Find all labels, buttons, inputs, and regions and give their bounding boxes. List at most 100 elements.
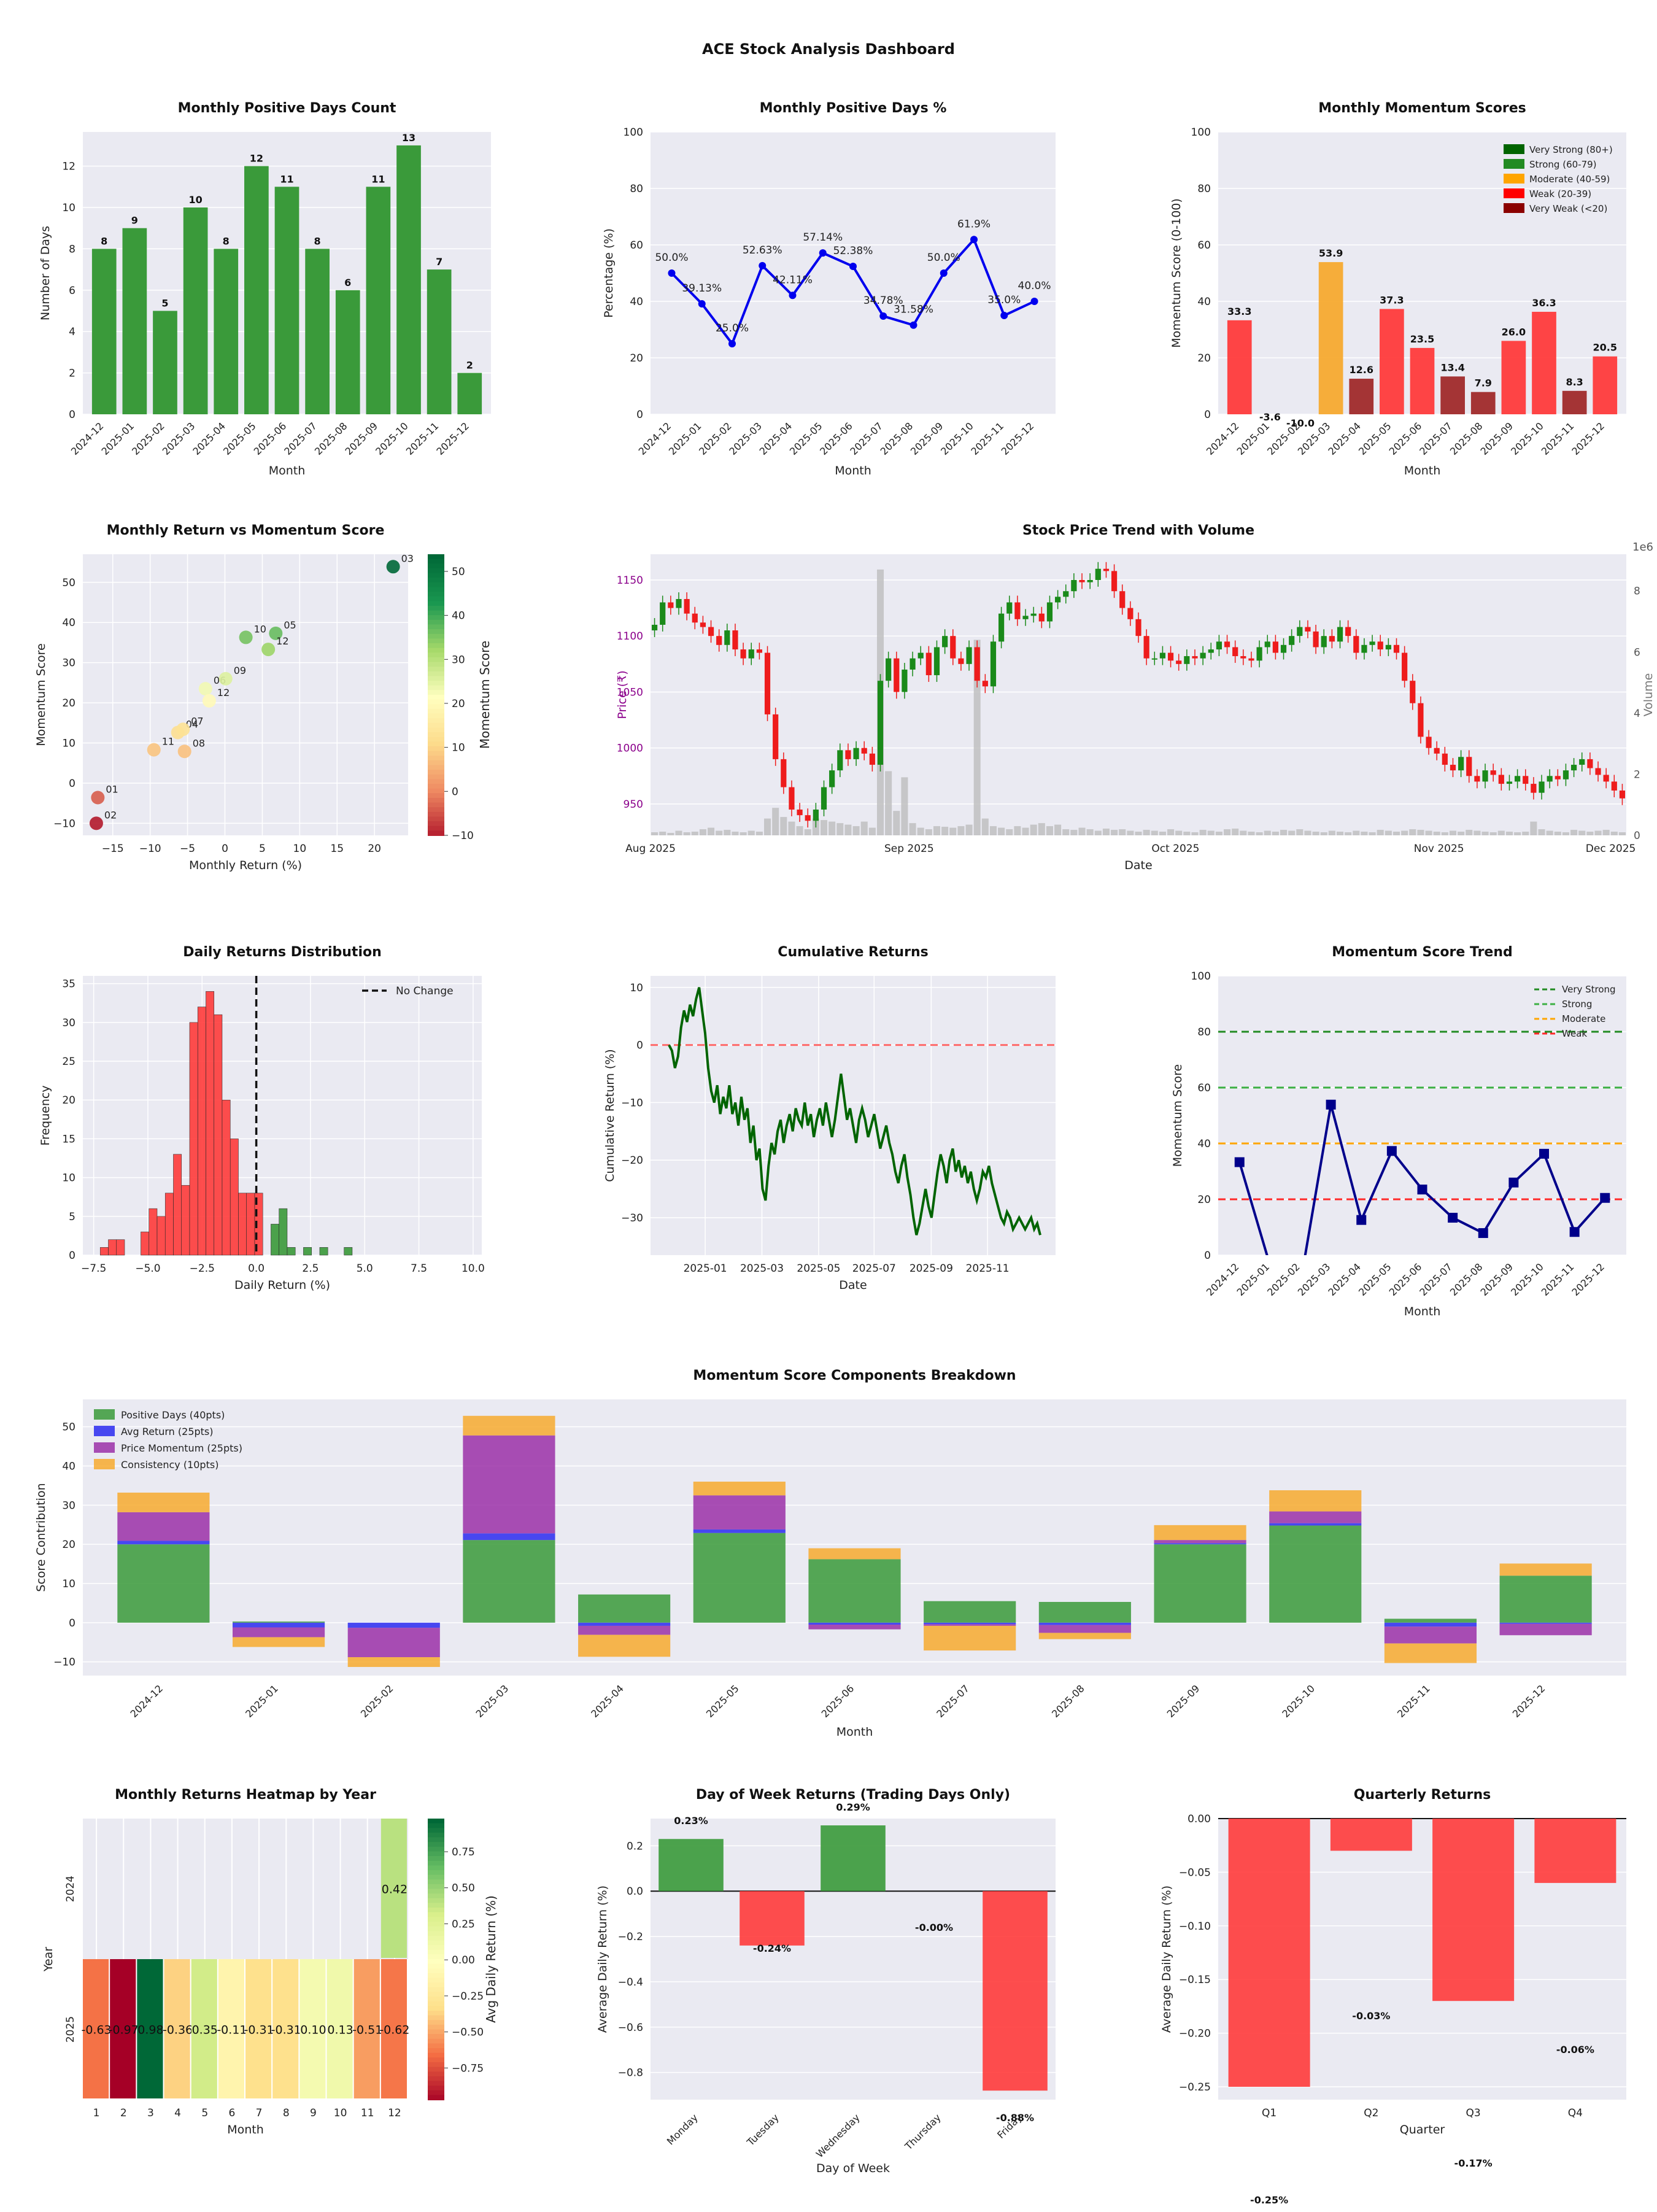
heat-colorbar-label: Avg Daily Return (%) xyxy=(484,1895,498,2023)
price-volume-bar xyxy=(1054,824,1062,835)
comp-bar-segment xyxy=(1154,1540,1246,1544)
price-ytick: 1050 xyxy=(617,686,643,698)
mom-score-legend-swatch xyxy=(1504,144,1524,154)
pos-pct-point xyxy=(879,312,887,320)
comp-bar-segment xyxy=(1154,1543,1246,1545)
heat-colorbar-segment xyxy=(428,2043,444,2049)
pos-pct-point-label: 52.63% xyxy=(743,244,782,257)
weekday-ytick: −0.8 xyxy=(618,2067,643,2079)
price-volume-bar xyxy=(1377,830,1384,835)
price-ytick: 1100 xyxy=(617,630,643,643)
comp-bar-segment xyxy=(232,1637,325,1647)
heat-cell xyxy=(110,1959,136,2098)
price-candle-body xyxy=(982,681,988,687)
pos-pct-point-label: 35.0% xyxy=(987,294,1021,306)
heat-colorbar-segment xyxy=(428,1889,444,1895)
cum-xlabel: Date xyxy=(839,1278,867,1292)
scatter-ytick: 40 xyxy=(62,617,75,629)
hist-ytick: 25 xyxy=(62,1056,75,1068)
weekday-bar xyxy=(740,1891,805,1946)
heat-colorbar-segment xyxy=(428,2057,444,2063)
comp-xlabel: Month xyxy=(836,1725,873,1739)
price-volume-bar xyxy=(708,827,715,835)
price-candle-body xyxy=(1410,681,1416,703)
comp-bar-segment xyxy=(1154,1544,1246,1623)
pos-count-xtick: 2025-06 xyxy=(252,420,289,457)
pos-pct-point-label: 61.9% xyxy=(957,218,991,230)
scatter-colorbar-segment xyxy=(428,633,444,640)
hist-bar xyxy=(206,991,215,1256)
price-volume-bar xyxy=(1191,832,1199,835)
comp-bar-segment xyxy=(1384,1618,1477,1623)
heat-colorbar-segment xyxy=(428,1992,444,1998)
comp-ytick: 40 xyxy=(62,1461,75,1473)
price-candle-body xyxy=(1280,644,1287,653)
price-volume-bar xyxy=(860,821,868,835)
comp-legend-swatch xyxy=(94,1442,115,1453)
heat-colorbar-segment xyxy=(428,1893,444,1899)
pos-count-bar xyxy=(366,187,391,414)
trend-xtick: 2025-10 xyxy=(1508,1261,1546,1298)
scatter-colorbar-segment xyxy=(428,816,444,822)
scatter-colorbar-segment xyxy=(428,788,444,794)
price-candle-body xyxy=(821,787,827,810)
price-volume-bar xyxy=(1594,830,1602,835)
mom-score-ylabel: Momentum Score (0-100) xyxy=(1170,198,1183,348)
mom-score-bar xyxy=(1440,376,1465,414)
pos-count-ytick: 6 xyxy=(69,285,75,297)
price-candle-body xyxy=(950,636,956,659)
price-candle-body xyxy=(1595,768,1601,775)
comp-bar-segment xyxy=(924,1622,1016,1625)
pos-pct-point-label: 25.0% xyxy=(716,322,749,335)
comp-bar-segment xyxy=(693,1482,786,1496)
quarter-bar-label: -0.03% xyxy=(1352,2010,1390,2022)
comp-legend-label: Price Momentum (25pts) xyxy=(121,1442,242,1454)
price-volume-tick: 0 xyxy=(1634,830,1640,842)
scatter-ytick: 50 xyxy=(62,577,75,589)
price-candle-body xyxy=(1603,775,1609,782)
hist-bar xyxy=(197,1007,206,1256)
pos-count-bar-label: 11 xyxy=(371,173,385,185)
price-volume-bar xyxy=(1312,832,1319,835)
price-volume-bar xyxy=(1570,830,1578,835)
scatter-xtick: −10 xyxy=(139,843,161,855)
price-candle-body xyxy=(1143,636,1149,659)
trend-legend-label: Very Strong xyxy=(1562,984,1616,995)
pos-count-bar-label: 9 xyxy=(131,215,138,226)
pos-pct-plot-area xyxy=(651,132,1056,414)
price-candle-body xyxy=(990,641,997,687)
heat-colorbar-segment xyxy=(428,1832,444,1838)
weekday-ytick: −0.6 xyxy=(618,2022,643,2034)
price-candle-body xyxy=(1119,591,1126,608)
pos-pct-ylabel: Percentage (%) xyxy=(602,228,616,318)
price-volume-bar xyxy=(755,832,763,835)
price-volume-bar xyxy=(1602,830,1610,835)
pos-pct-ytick: 60 xyxy=(630,239,643,252)
price-candle-body xyxy=(1515,776,1521,782)
price-candle-body xyxy=(676,598,682,608)
price-candle-body xyxy=(1393,644,1400,653)
price-volume-bar xyxy=(724,830,731,835)
scatter-colorbar-segment xyxy=(428,722,444,729)
mom-score-bar xyxy=(1501,341,1526,414)
hist-bar xyxy=(344,1247,353,1256)
pos-pct-point-label: 50.0% xyxy=(655,252,688,264)
heat-cell-label: -0.31 xyxy=(271,2024,301,2037)
price-candle-body xyxy=(732,630,738,650)
price-volume-bar xyxy=(1248,832,1255,835)
mom-score-bar-label: 13.4 xyxy=(1440,362,1464,373)
heat-cell xyxy=(326,1959,353,2098)
trend-point xyxy=(1508,1177,1519,1188)
mom-score-title: Monthly Momentum Scores xyxy=(1318,101,1526,116)
hist-bar xyxy=(246,1193,255,1256)
mom-score-bar xyxy=(1410,347,1435,414)
heat-xtick: 7 xyxy=(256,2107,263,2119)
heat-colorbar-tick-label: −0.25 xyxy=(452,1990,484,2003)
price-volume-bar xyxy=(868,827,876,835)
price-volume-bar xyxy=(1207,830,1215,835)
heat-ylabel: Year xyxy=(42,1947,55,1972)
heat-colorbar-segment xyxy=(428,1898,444,1904)
cum-xtick: 2025-09 xyxy=(910,1263,953,1275)
pos-pct-point xyxy=(698,300,706,308)
price-candle-body xyxy=(700,622,706,627)
